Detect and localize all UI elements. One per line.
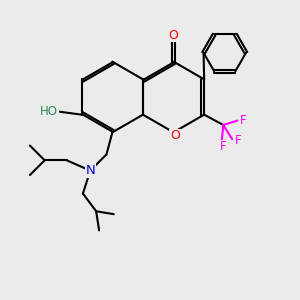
Text: F: F (235, 134, 242, 147)
Text: O: O (170, 129, 180, 142)
Text: F: F (240, 114, 247, 127)
Text: N: N (85, 164, 95, 177)
Text: HO: HO (40, 105, 58, 118)
Text: F: F (220, 140, 226, 153)
Text: O: O (169, 29, 178, 42)
